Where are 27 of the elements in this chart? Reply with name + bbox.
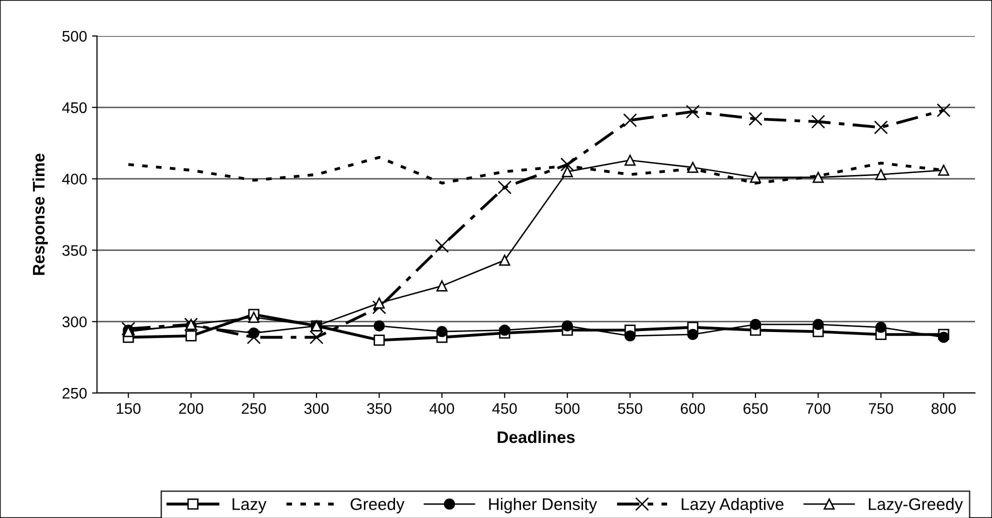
x-tick-label: 500 [555,403,580,414]
x-tick-label: 800 [932,403,956,414]
y-axis-title: Response Time [32,154,48,275]
legend-label: Higher Density [489,498,598,514]
legend-label: Lazy-Greedy [868,498,963,514]
x-tick-label: 250 [242,403,266,414]
y-tick-label: 300 [62,316,87,328]
x-tick-label: 750 [868,403,894,414]
legend-label: Lazy [232,498,266,514]
y-tick-label: 250 [62,388,87,399]
x-tick-label: 300 [304,403,329,414]
legend-label: Greedy [350,498,404,514]
y-tick-label: 450 [62,102,87,114]
x-tick-label: 650 [744,403,768,414]
x-tick-label: 700 [806,403,830,414]
y-tick-label: 350 [62,245,87,256]
x-axis-title: Deadlines [498,430,575,444]
x-tick-label: 350 [367,403,392,414]
x-tick-label: 400 [430,403,454,414]
legend-label: Lazy Adaptive [682,498,784,514]
x-tick-label: 200 [179,403,204,414]
x-tick-label: 600 [680,403,705,414]
x-tick-label: 450 [492,403,517,414]
x-tick-label: 550 [618,403,642,414]
x-tick-label: 150 [116,403,141,414]
y-tick-label: 500 [62,30,87,42]
y-tick-label: 400 [62,174,87,184]
